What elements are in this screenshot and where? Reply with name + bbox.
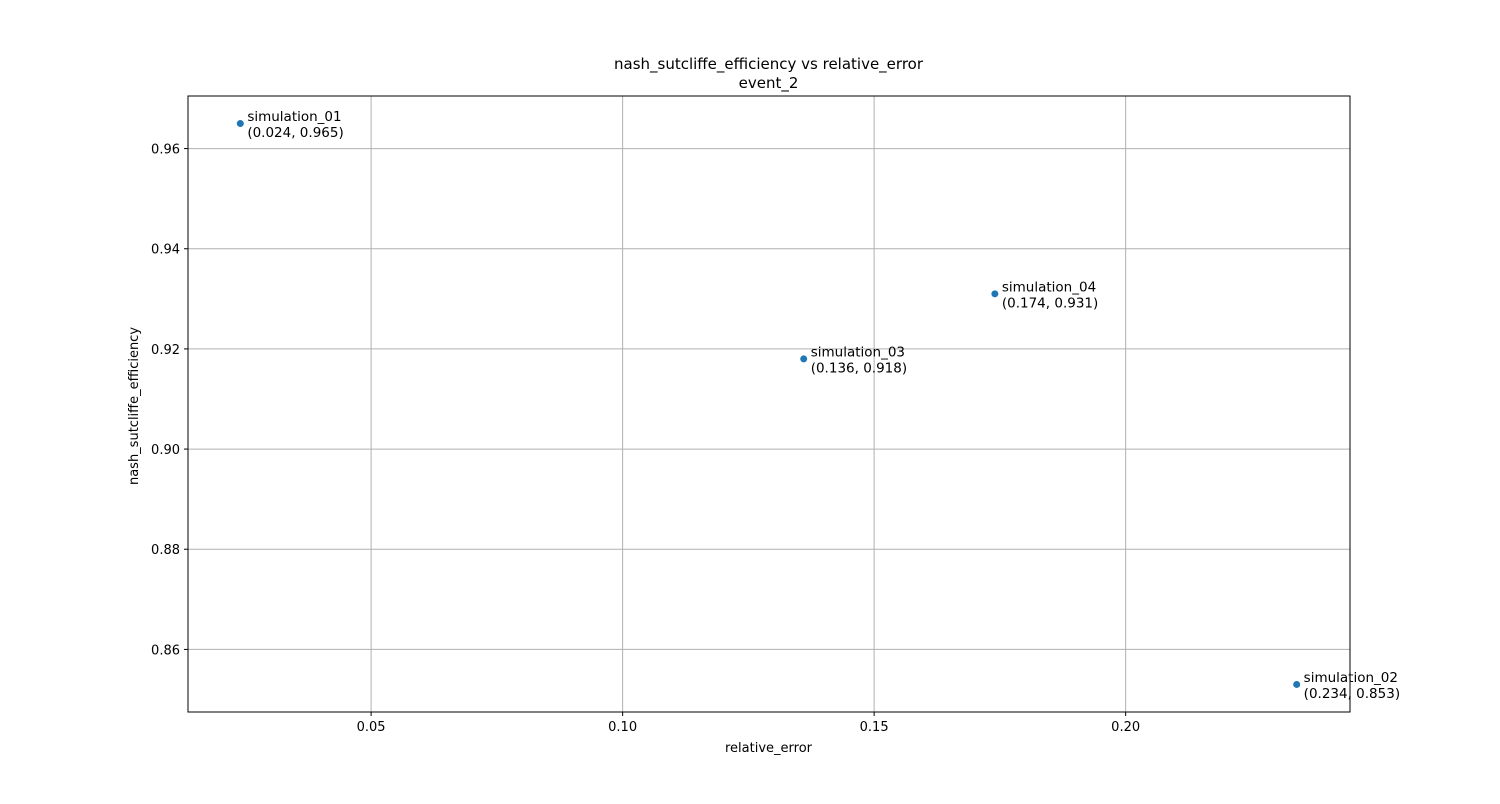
point-coord-label: (0.024, 0.965) <box>247 125 343 141</box>
data-point <box>800 355 808 363</box>
point-coord-label: (0.234, 0.853) <box>1304 686 1400 702</box>
y-tick-label: 0.96 <box>151 143 180 158</box>
chart-title: nash_sutcliffe_efficiency vs relative_er… <box>614 55 924 74</box>
y-tick-label: 0.88 <box>151 543 180 558</box>
point-name-label: simulation_03 <box>811 344 905 360</box>
y-tick-label: 0.86 <box>151 643 180 658</box>
y-tick-label: 0.94 <box>151 243 180 258</box>
x-tick-label: 0.20 <box>1111 720 1140 735</box>
x-axis-label: relative_error <box>725 741 813 756</box>
data-points: simulation_01(0.024, 0.965) simulation_03… <box>236 109 1400 702</box>
y-tick-label: 0.92 <box>151 343 180 358</box>
grid-lines <box>188 96 1350 712</box>
point-coord-label: (0.174, 0.931) <box>1002 295 1098 311</box>
y-axis-label: nash_sutcliffe_efficiency <box>127 327 142 485</box>
point-name-label: simulation_04 <box>1002 279 1096 295</box>
x-tick-label: 0.15 <box>860 720 889 735</box>
chart-subtitle: event_2 <box>739 74 799 93</box>
data-point <box>991 290 999 298</box>
axis-ticks: 0.05 0.10 0.15 0.20 0.86 0.88 0.90 0.92 0.94 0.96 <box>151 143 1140 735</box>
point-name-label: simulation_02 <box>1304 670 1398 686</box>
point-name-label: simulation_01 <box>247 109 341 125</box>
x-tick-label: 0.05 <box>357 720 386 735</box>
data-point <box>1293 680 1301 688</box>
plot-area-frame <box>187 95 1351 713</box>
point-coord-label: (0.136, 0.918) <box>811 360 907 376</box>
data-point <box>236 120 244 128</box>
y-tick-label: 0.90 <box>151 443 180 458</box>
x-tick-label: 0.10 <box>608 720 637 735</box>
